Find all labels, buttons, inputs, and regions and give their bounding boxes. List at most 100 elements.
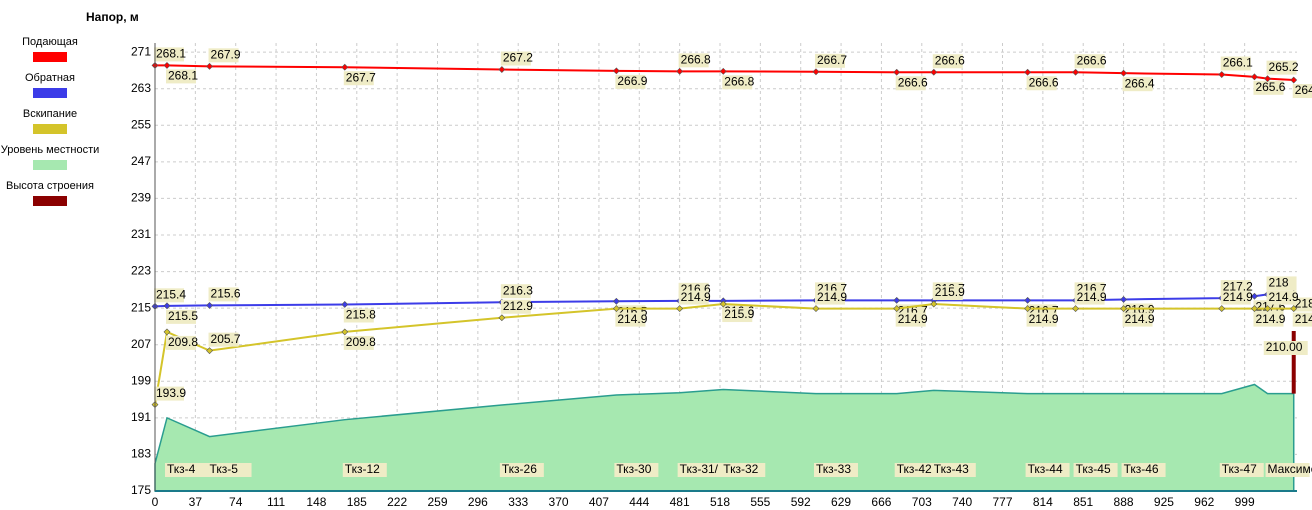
data-label: 266.6: [935, 53, 965, 67]
x-tick-label: 333: [508, 495, 528, 509]
station-label: Ткз-43: [934, 462, 969, 476]
series-line: [155, 64, 1294, 82]
point: [163, 302, 171, 310]
label-box: [932, 286, 963, 301]
data-label: 267.7: [346, 70, 376, 84]
data-label: 266.6: [1029, 75, 1059, 89]
data-label: 214.9: [617, 312, 647, 326]
data-label: 217.2: [1223, 279, 1253, 293]
y-tick-label: 199: [131, 373, 151, 387]
station-box: [614, 463, 659, 477]
data-label: 215.5: [168, 309, 198, 323]
x-tick-label: 481: [670, 495, 690, 509]
point: [206, 301, 213, 309]
point: [930, 68, 938, 76]
label-box: [154, 288, 184, 303]
label-box: [1292, 84, 1312, 99]
y-tick-label: 255: [131, 117, 151, 131]
station-box: [342, 463, 387, 477]
point: [1290, 305, 1298, 313]
data-label: 265.6: [1255, 80, 1285, 94]
legend-swatch: [33, 160, 67, 170]
ground-area: [154, 383, 1295, 492]
point: [1264, 75, 1271, 83]
x-tick-label: 111: [267, 495, 286, 509]
station-label: Максимова: [1268, 462, 1312, 476]
chart-title: Напор, м: [86, 10, 139, 24]
station-label: Ткз-12: [345, 462, 380, 476]
station-label: Ткз-33: [816, 462, 851, 476]
data-label: 214.9: [1125, 312, 1155, 326]
label-box: [722, 75, 753, 90]
point: [206, 347, 213, 355]
data-label: 266.8: [681, 53, 711, 67]
x-tick-label: 629: [831, 495, 851, 509]
label-box: [208, 287, 239, 302]
point: [341, 301, 349, 308]
point: [163, 328, 171, 336]
y-tick-label: 239: [131, 191, 151, 205]
label-box: [1026, 312, 1057, 327]
x-tick-label: 555: [750, 495, 770, 509]
legend: Подающая Обратная Вскипание Уровень местнос…: [0, 36, 100, 216]
point: [719, 67, 727, 75]
data-label: 210.00: [1266, 340, 1303, 354]
x-tick-label: 148: [306, 495, 326, 509]
data-label: 193.9: [156, 386, 186, 400]
point: [612, 305, 620, 313]
station-label: Ткз-30: [616, 462, 651, 476]
station-label: Ткз-42: [897, 462, 932, 476]
x-tick-label: 185: [347, 495, 367, 509]
point: [1024, 305, 1032, 313]
point: [1024, 68, 1032, 76]
point: [676, 305, 684, 313]
label-box: [932, 54, 963, 69]
data-label: 214.9: [1077, 290, 1107, 304]
x-tick-label: 222: [387, 495, 407, 509]
station-box: [677, 463, 722, 477]
label-box: [500, 299, 531, 314]
legend-label: Вскипание: [22, 108, 78, 120]
point: [1024, 296, 1032, 304]
data-label: 266.8: [724, 75, 754, 89]
x-tick-label: 592: [791, 495, 811, 509]
legend-item: Вскипание: [0, 108, 100, 134]
label-box: [154, 47, 184, 62]
label-box: [1074, 54, 1105, 69]
x-tick-label: 37: [189, 495, 203, 509]
point: [1251, 73, 1258, 81]
data-label: 214.9: [1223, 290, 1253, 304]
label-box: [1266, 290, 1297, 305]
data-label: 214.9: [817, 290, 847, 304]
point: [163, 61, 171, 69]
x-tick-label: 962: [1194, 495, 1214, 509]
data-label: 267.9: [211, 47, 241, 61]
data-label: 215.6: [211, 287, 241, 301]
y-tick-label: 191: [131, 410, 151, 424]
station-label: Ткз-44: [1028, 462, 1063, 476]
x-tick-label: 296: [468, 495, 488, 509]
data-label: 218.2: [1295, 297, 1312, 311]
legend-swatch: [33, 52, 67, 62]
point: [1251, 305, 1258, 313]
data-label: 205.7: [211, 332, 241, 346]
station-label: Ткз-4: [167, 462, 196, 476]
label-box: [343, 71, 374, 86]
point: [498, 66, 506, 73]
x-tick-label: 666: [871, 495, 891, 509]
x-tick-label: 851: [1073, 495, 1093, 509]
label-box: [1292, 297, 1312, 312]
x-tick-label: 703: [912, 495, 932, 509]
y-tick-label: 207: [131, 337, 151, 351]
data-label: 266.6: [1077, 53, 1107, 67]
data-label: 214.9: [681, 290, 711, 304]
x-tick-label: 74: [229, 495, 243, 509]
label-box: [500, 51, 531, 66]
legend-swatch: [33, 124, 67, 134]
label-box: [1253, 80, 1284, 95]
label-box: [154, 386, 184, 401]
label-box: [1292, 312, 1312, 327]
data-label: 214.9: [1255, 312, 1285, 326]
point: [1120, 296, 1127, 303]
